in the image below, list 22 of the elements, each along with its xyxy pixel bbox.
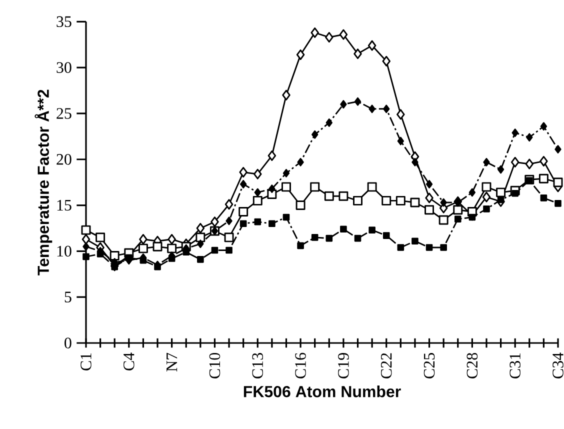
x-tick-label: C16	[295, 352, 306, 378]
x-axis-title: FK506 Atom Number	[244, 386, 401, 398]
x-tick-label: C19	[338, 353, 349, 378]
x-tick-label: C34	[552, 352, 564, 378]
y-tick-label: 20	[56, 154, 72, 165]
x-tick-label: C31	[510, 353, 520, 378]
y-tick-label: 5	[64, 292, 72, 302]
x-tick-label: C13	[252, 352, 264, 378]
y-tick-label: 0	[64, 338, 72, 348]
x-tick-label: C25	[424, 352, 435, 378]
y-tick-label: 10	[57, 246, 72, 257]
x-tick-label: C4	[124, 352, 134, 370]
y-tick-label: 35	[56, 16, 72, 28]
y-tick-label: 30	[56, 62, 72, 73]
x-tick-label: C1	[80, 353, 92, 370]
y-tick-label: 25	[56, 108, 72, 119]
x-tick-label: C22	[380, 353, 392, 378]
x-tick-label: N7	[166, 352, 178, 372]
y-axis-title: Temperature Factor Å**2	[34, 90, 52, 276]
y-tick-label: 15	[57, 200, 72, 211]
x-tick-label: C10	[209, 352, 220, 378]
x-tick-label: C28	[466, 352, 478, 378]
